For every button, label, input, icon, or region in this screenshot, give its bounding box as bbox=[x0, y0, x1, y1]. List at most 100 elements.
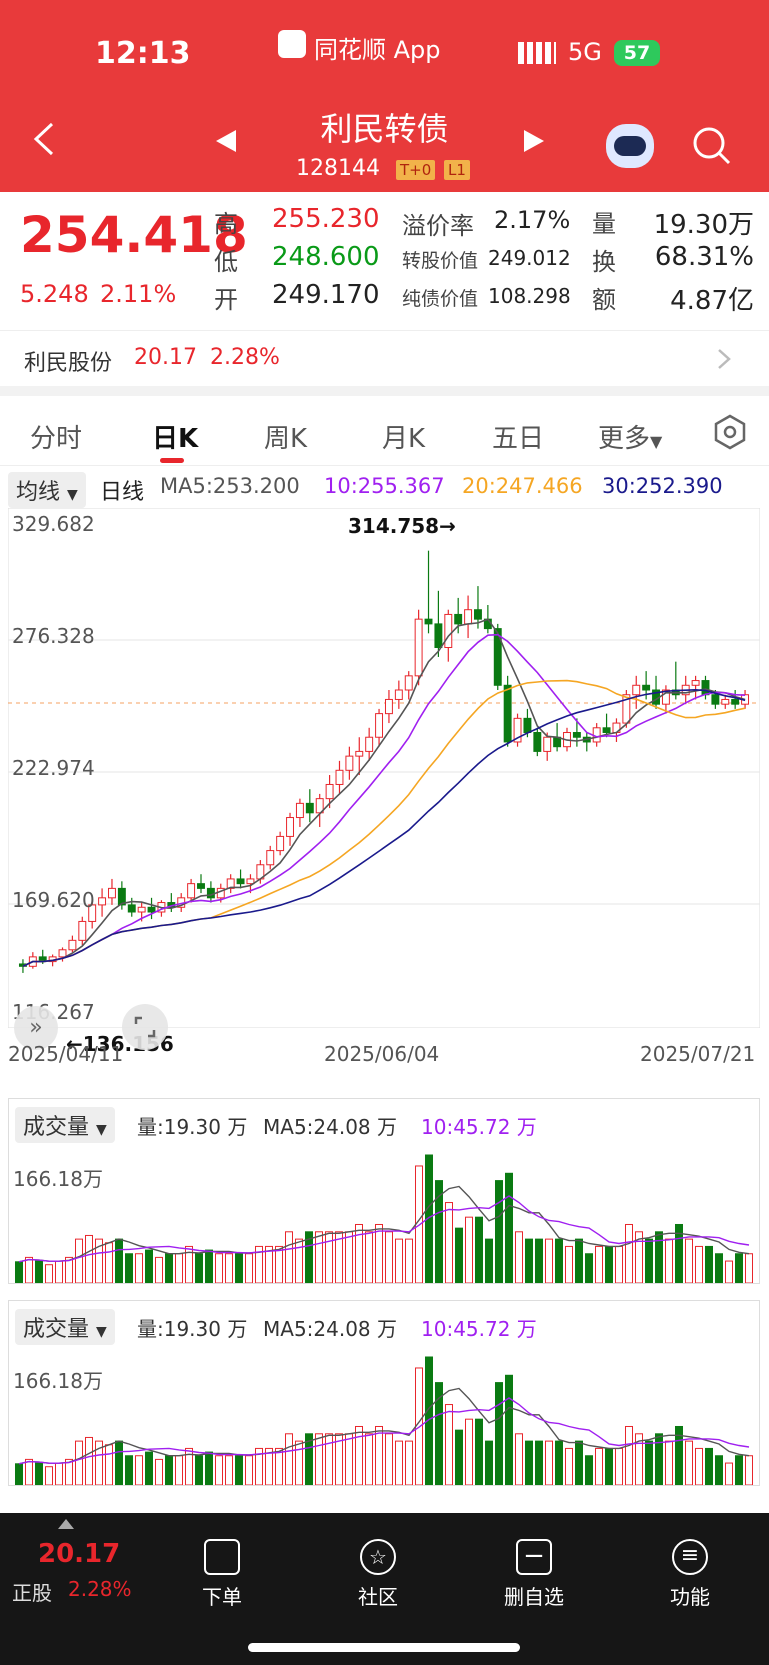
volume-value: 19.30万 bbox=[653, 210, 754, 240]
functions-button[interactable]: ≡ 功能 bbox=[640, 1523, 740, 1610]
candle-body bbox=[355, 750, 364, 757]
volume-bar bbox=[65, 1256, 73, 1283]
active-tab-indicator bbox=[160, 458, 184, 463]
remove-watchlist-button[interactable]: − 删自选 bbox=[484, 1523, 584, 1610]
volume-bar bbox=[485, 1238, 493, 1283]
settings-icon[interactable] bbox=[712, 414, 748, 450]
volume-bar bbox=[235, 1253, 243, 1283]
home-indicator bbox=[248, 1643, 520, 1652]
fullscreen-icon[interactable] bbox=[122, 1004, 168, 1050]
volume-selector[interactable]: 成交量 ▼ bbox=[15, 1309, 115, 1345]
high-label: 高 bbox=[214, 210, 238, 238]
caret-down-icon: ▼ bbox=[96, 1122, 107, 1138]
date-label: 2025/06/04 bbox=[324, 1042, 440, 1066]
candle-body bbox=[721, 698, 730, 705]
next-security-button[interactable] bbox=[522, 128, 546, 158]
volume-bar bbox=[685, 1440, 693, 1485]
volume-bar bbox=[625, 1425, 633, 1485]
back-button[interactable] bbox=[30, 120, 60, 158]
candle-body bbox=[98, 897, 107, 906]
period-tabs: 分时 日K 周K 月K 五日 更多▼ bbox=[0, 396, 769, 466]
volume-bar bbox=[675, 1223, 683, 1283]
tab-daily-k[interactable]: 日K bbox=[152, 424, 199, 454]
volume-bar bbox=[245, 1253, 253, 1283]
tab-more-label: 更多 bbox=[598, 424, 651, 454]
ma-selector-label: 均线 bbox=[16, 480, 61, 505]
caret-down-icon: ▼ bbox=[67, 487, 78, 503]
amount-label: 额 bbox=[592, 286, 616, 314]
volume-selector[interactable]: 成交量 ▼ bbox=[15, 1107, 115, 1143]
network-label: 5G bbox=[568, 38, 602, 66]
price-change-pct: 2.11% bbox=[100, 280, 177, 308]
tab-monthly-k[interactable]: 月K bbox=[382, 424, 426, 454]
robot-assistant-icon[interactable] bbox=[606, 124, 654, 168]
candle-body bbox=[236, 878, 245, 885]
order-button[interactable]: 下单 bbox=[172, 1523, 272, 1610]
volume-bar bbox=[325, 1433, 333, 1485]
volume-bar bbox=[175, 1253, 183, 1283]
volume-bar bbox=[705, 1245, 713, 1283]
volume-bar bbox=[745, 1455, 753, 1485]
volume-bar bbox=[525, 1238, 533, 1283]
candle-body bbox=[464, 609, 473, 625]
candle-body bbox=[325, 783, 334, 800]
prev-security-button[interactable] bbox=[214, 128, 238, 158]
last-price: 254.418 bbox=[20, 206, 248, 264]
candle-body bbox=[375, 713, 384, 738]
volume-bar bbox=[205, 1451, 213, 1485]
volume-bar bbox=[155, 1256, 163, 1283]
community-button[interactable]: ☆ 社区 bbox=[328, 1523, 428, 1610]
kline-chart-area: 均线 ▼ 日线 MA5:253.200 10:255.367 20:247.46… bbox=[0, 466, 769, 1511]
candle-body bbox=[117, 887, 126, 906]
ma5-label: MA5:253.200 bbox=[160, 474, 300, 498]
volume-bar bbox=[245, 1455, 253, 1485]
volume-bar bbox=[735, 1455, 743, 1485]
volume-bar bbox=[75, 1238, 83, 1283]
volume-bar bbox=[465, 1216, 473, 1283]
tab-weekly-k[interactable]: 周K bbox=[264, 424, 308, 454]
volume-bar bbox=[165, 1253, 173, 1283]
tab-more[interactable]: 更多▼ bbox=[598, 418, 662, 455]
search-icon[interactable] bbox=[692, 126, 732, 166]
volume-bar bbox=[135, 1253, 143, 1283]
volume-panel: 成交量 ▼ 量:19.30 万 MA5:24.08 万 10:45.72 万 1… bbox=[8, 1098, 760, 1284]
ma30-label: 30:252.390 bbox=[602, 474, 723, 498]
tab-intraday[interactable]: 分时 bbox=[30, 424, 83, 454]
ma-selector[interactable]: 均线 ▼ bbox=[8, 472, 86, 508]
ma10-label: 10:255.367 bbox=[324, 474, 445, 498]
candle-body bbox=[137, 906, 146, 913]
candle-body bbox=[58, 949, 67, 958]
candle-body bbox=[286, 817, 294, 837]
volume-chart bbox=[15, 1154, 753, 1283]
underlying-stock-row[interactable]: 利民股份 20.17 2.28% bbox=[0, 330, 769, 386]
ma30-line bbox=[22, 688, 746, 968]
turnover-label: 换 bbox=[592, 248, 616, 276]
candle-body bbox=[523, 717, 532, 734]
app-name: 同花顺 App bbox=[314, 36, 441, 64]
volume-bar bbox=[665, 1440, 673, 1485]
volume-bar bbox=[475, 1418, 483, 1485]
expand-left-icon[interactable]: » bbox=[14, 1006, 58, 1050]
y-axis-label: 169.620 bbox=[12, 888, 95, 912]
volume-bar bbox=[65, 1458, 73, 1485]
volume-bar bbox=[25, 1256, 33, 1283]
underlying-bottom-price[interactable]: 20.17 bbox=[38, 1539, 121, 1569]
candle-body bbox=[394, 689, 403, 700]
candle-body bbox=[701, 680, 710, 696]
premium-label: 溢价率 bbox=[402, 212, 474, 240]
kline-chart[interactable] bbox=[8, 508, 760, 1028]
volume-bar bbox=[635, 1433, 643, 1485]
tab-five-day[interactable]: 五日 bbox=[492, 424, 545, 454]
date-label: 2025/04/11 bbox=[8, 1042, 124, 1066]
volume-bar bbox=[335, 1433, 343, 1485]
candle-body bbox=[404, 675, 413, 691]
volume-value-label: 量:19.30 万 bbox=[137, 1115, 248, 1139]
volume-ma-line bbox=[18, 1397, 750, 1465]
volume-bar bbox=[95, 1440, 103, 1485]
volume-bar bbox=[445, 1202, 453, 1283]
volume-bar bbox=[45, 1264, 53, 1283]
volume-bar bbox=[395, 1440, 403, 1485]
volume-bar bbox=[45, 1466, 53, 1485]
volume-bar bbox=[275, 1245, 283, 1283]
underlying-name: 利民股份 bbox=[24, 351, 113, 376]
